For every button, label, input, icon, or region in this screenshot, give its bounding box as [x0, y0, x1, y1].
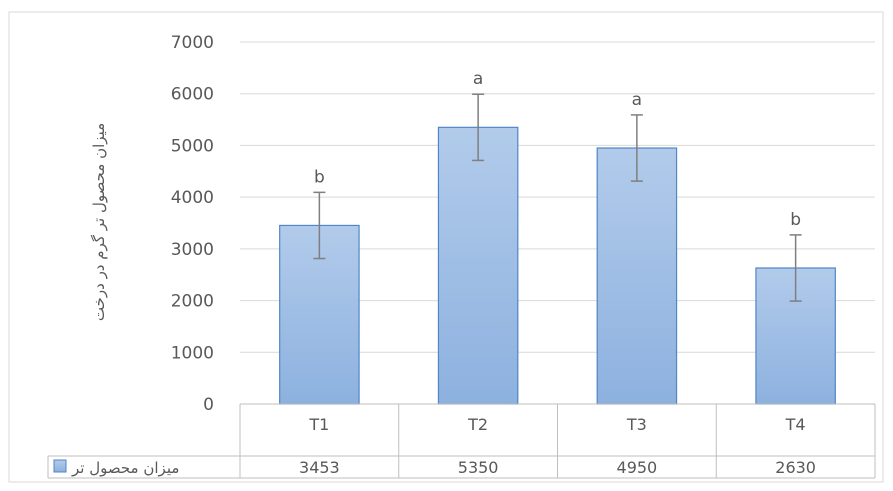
y-tick-label: 7000	[171, 33, 214, 53]
y-tick-label: 6000	[171, 85, 214, 105]
data-table-value: 4950	[617, 458, 658, 477]
y-tick-label: 4000	[171, 188, 214, 208]
y-tick-label: 0	[203, 395, 214, 415]
legend-series-name: میزان محصول تر	[71, 459, 179, 477]
y-tick-label: 2000	[171, 292, 214, 312]
y-tick-label: 5000	[171, 136, 214, 156]
y-axis-label: میزان محصول تر گرم در درخت	[90, 123, 108, 321]
bar-T3	[596, 147, 678, 405]
legend-key-swatch	[53, 459, 67, 473]
y-tick-label: 3000	[171, 240, 214, 260]
error-bars	[313, 93, 802, 302]
significance-letter: a	[632, 90, 642, 110]
bar-T2	[437, 126, 519, 405]
data-table-value: 3453	[299, 458, 340, 477]
data-table-value: 5350	[458, 458, 499, 477]
significance-letter: b	[790, 210, 801, 230]
x-tick-label: T3	[626, 415, 647, 434]
x-tick-label: T1	[308, 415, 329, 434]
significance-letters: b a a b	[314, 69, 801, 230]
x-tick-label: T2	[467, 415, 488, 434]
significance-letter: b	[314, 167, 325, 187]
y-tick-label: 1000	[171, 343, 214, 363]
significance-letter: a	[473, 69, 483, 89]
x-tick-label: T4	[785, 415, 806, 434]
data-table: T1 3453 T2 5350 T3 4950 T4 2630 میزان محصول تر	[47, 403, 876, 479]
data-table-value: 2630	[775, 458, 816, 477]
y-axis-tick-labels: 0 1000 2000 3000 4000 5000 6000 7000	[171, 33, 214, 415]
